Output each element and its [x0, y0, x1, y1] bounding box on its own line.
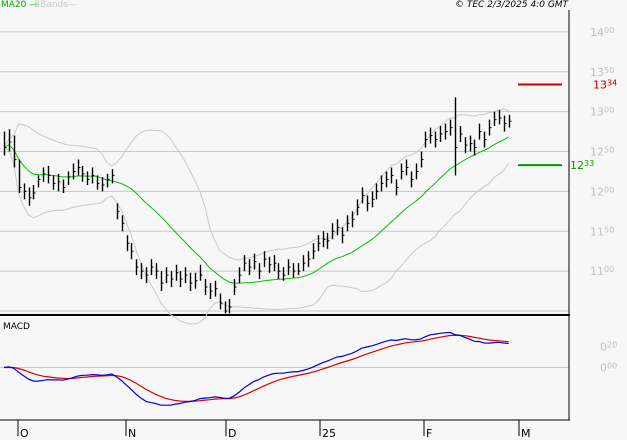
bband-lower-line — [3, 147, 510, 325]
macd-line — [3, 331, 509, 406]
time-axis-label: F — [426, 427, 432, 440]
time-axis-label: O — [20, 427, 29, 440]
price-axis-tick-label: 1100 — [590, 265, 614, 278]
price-axis-tick-label: 1200 — [590, 185, 614, 198]
price-axis-tick-label: 1150 — [590, 225, 614, 238]
time-axis-label: M — [521, 427, 531, 440]
price-axis-tick-label: 1250 — [590, 146, 614, 159]
time-axis-label: N — [128, 427, 136, 440]
macd-signal-line — [3, 334, 509, 403]
resistance-level-label: 1334 — [593, 79, 617, 92]
bbands-legend: BBands— — [34, 0, 77, 10]
bband-upper-line — [3, 108, 509, 261]
ma20-legend: MA20 — — [1, 0, 39, 10]
time-axis-label: D — [228, 427, 236, 440]
copyright-label: © TEC 2/3/2025 4:0 GMT — [455, 0, 569, 10]
price-axis-tick-label: 1300 — [590, 106, 614, 119]
price-axis-tick-label: 1350 — [590, 66, 614, 79]
macd-panel-title: MACD — [3, 322, 30, 332]
macd-axis-tick-label: 000 — [600, 361, 617, 374]
support-level-label: 1233 — [570, 159, 594, 172]
price-axis-tick-label: 1400 — [590, 26, 614, 39]
time-axis-label: 25 — [322, 427, 336, 440]
macd-axis-tick-label: 020 — [600, 340, 617, 353]
